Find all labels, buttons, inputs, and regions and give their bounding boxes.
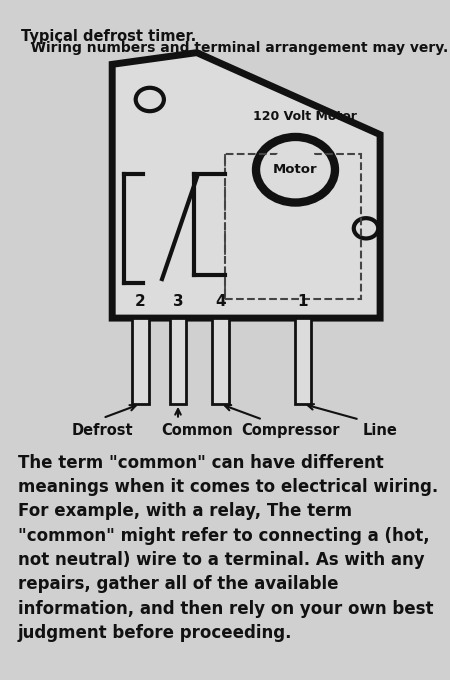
Text: 2: 2 bbox=[135, 294, 146, 309]
Text: The term "common" can have different meanings when it comes to electrical wiring: The term "common" can have different mea… bbox=[18, 454, 438, 642]
Text: Common: Common bbox=[161, 424, 233, 439]
Text: Motor: Motor bbox=[273, 163, 318, 176]
Text: Wiring numbers and terminal arrangement may very.: Wiring numbers and terminal arrangement … bbox=[21, 41, 448, 55]
Text: Defrost: Defrost bbox=[72, 424, 134, 439]
Text: Compressor: Compressor bbox=[242, 424, 340, 439]
Bar bbox=[212, 318, 229, 404]
Text: Line: Line bbox=[363, 424, 397, 439]
Circle shape bbox=[269, 148, 322, 192]
Text: 120 Volt Motor: 120 Volt Motor bbox=[253, 110, 357, 123]
Text: 3: 3 bbox=[173, 294, 183, 309]
Bar bbox=[295, 318, 311, 404]
Text: Typical defrost timer.: Typical defrost timer. bbox=[21, 29, 196, 44]
Circle shape bbox=[256, 137, 335, 203]
Bar bbox=[132, 318, 149, 404]
Circle shape bbox=[354, 218, 378, 239]
Text: 1: 1 bbox=[298, 294, 308, 309]
Text: 4: 4 bbox=[215, 294, 225, 309]
Circle shape bbox=[136, 88, 164, 112]
Bar bbox=[225, 154, 361, 299]
Polygon shape bbox=[112, 52, 380, 318]
Bar bbox=[170, 318, 186, 404]
